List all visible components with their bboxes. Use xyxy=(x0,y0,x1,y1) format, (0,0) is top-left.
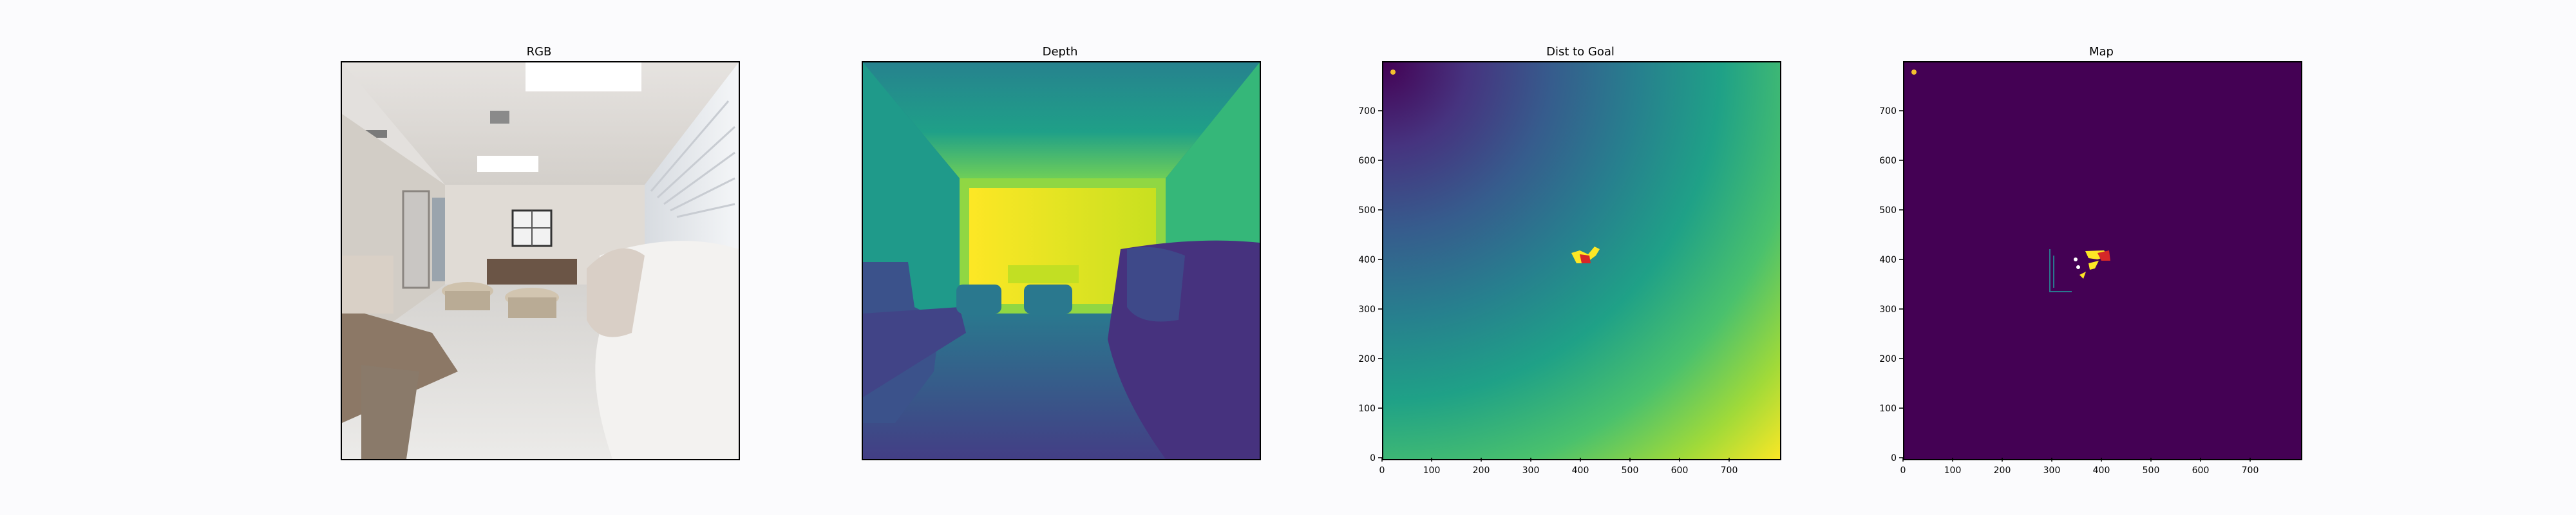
y-tick-label: 0 xyxy=(1891,453,1897,464)
map-heatmap xyxy=(1904,62,2301,459)
rgb-panel-title: RGB xyxy=(526,45,552,59)
map-obstacle xyxy=(2076,265,2080,269)
y-tick-label: 600 xyxy=(1879,156,1897,166)
x-tick-label: 0 xyxy=(1379,465,1385,476)
depth-image-panel xyxy=(862,61,1261,460)
x-tick-label: 200 xyxy=(1994,465,2011,476)
x-tick-label: 200 xyxy=(1473,465,1490,476)
rgb-image-panel xyxy=(341,61,740,460)
map-start-marker xyxy=(1911,70,1917,75)
dist-heatmap xyxy=(1383,62,1780,459)
y-tick-label: 700 xyxy=(1879,106,1897,117)
dist-agent-marker xyxy=(1580,254,1591,263)
depth-panel-title: Depth xyxy=(1042,45,1078,59)
x-tick-label: 300 xyxy=(1522,465,1540,476)
x-tick-label: 0 xyxy=(1900,465,1906,476)
map-panel-title: Map xyxy=(2089,45,2114,59)
dist-heatmap-panel xyxy=(1382,61,1781,460)
x-tick-label: 500 xyxy=(2143,465,2160,476)
x-tick-label: 600 xyxy=(2192,465,2210,476)
y-tick-label: 100 xyxy=(1879,404,1897,414)
x-tick-label: 700 xyxy=(1721,465,1738,476)
y-tick-label: 700 xyxy=(1358,106,1376,117)
rgb-image xyxy=(342,62,739,459)
x-tick-label: 400 xyxy=(2093,465,2110,476)
y-tick-label: 500 xyxy=(1879,205,1897,216)
dist-start-marker xyxy=(1390,70,1396,75)
map-heatmap-panel xyxy=(1903,61,2302,460)
y-tick-label: 300 xyxy=(1879,304,1897,315)
y-tick-label: 400 xyxy=(1879,255,1897,265)
map-obstacle xyxy=(2074,258,2078,261)
x-tick-label: 500 xyxy=(1622,465,1639,476)
x-tick-label: 600 xyxy=(1671,465,1689,476)
dist-panel-title: Dist to Goal xyxy=(1546,45,1615,59)
depth-image xyxy=(863,62,1260,459)
y-tick-label: 0 xyxy=(1370,453,1376,464)
y-tick-label: 400 xyxy=(1358,255,1376,265)
x-tick-label: 100 xyxy=(1423,465,1441,476)
map-obstacle xyxy=(2079,272,2086,279)
y-tick-label: 600 xyxy=(1358,156,1376,166)
map-obstacle xyxy=(2088,261,2099,270)
x-tick-label: 400 xyxy=(1572,465,1589,476)
y-tick-label: 300 xyxy=(1358,304,1376,315)
y-tick-label: 500 xyxy=(1358,205,1376,216)
map-explored-walls xyxy=(2049,249,2072,292)
y-tick-label: 100 xyxy=(1358,404,1376,414)
x-tick-label: 300 xyxy=(2043,465,2061,476)
y-tick-label: 200 xyxy=(1358,354,1376,364)
y-tick-label: 200 xyxy=(1879,354,1897,364)
dist-goal-region xyxy=(1571,247,1600,263)
map-agent-marker xyxy=(2098,250,2110,261)
x-tick-label: 100 xyxy=(1944,465,1962,476)
x-tick-label: 700 xyxy=(2242,465,2259,476)
